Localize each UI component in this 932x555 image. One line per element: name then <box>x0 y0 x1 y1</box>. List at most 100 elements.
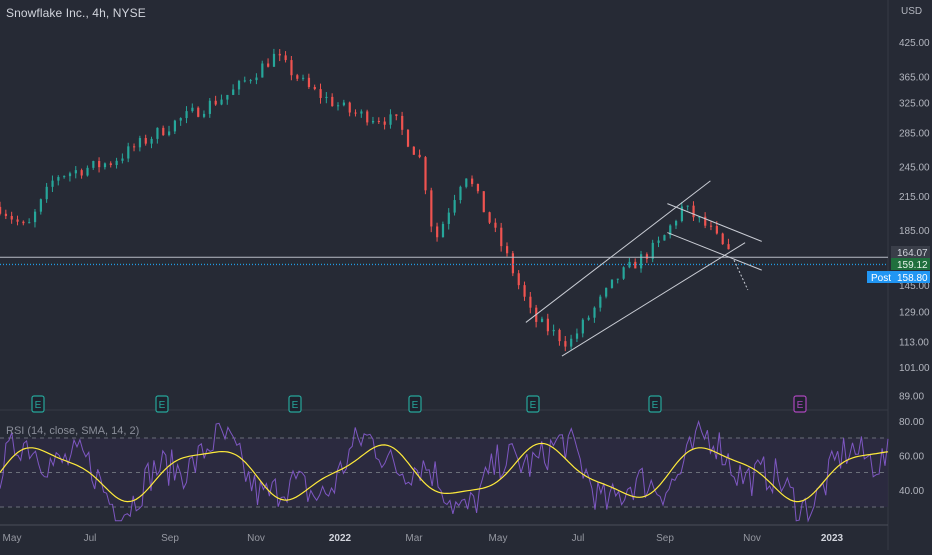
candle-body <box>57 177 60 181</box>
rsi-tick-label: 40.00 <box>899 486 924 497</box>
price-tick-label: 425.00 <box>899 38 930 49</box>
post-price-value: 158.80 <box>897 273 928 284</box>
candle-body <box>307 77 311 87</box>
candle-body <box>488 212 491 223</box>
candle-body <box>593 307 596 318</box>
hline-tag <box>891 246 930 258</box>
candle-body <box>179 118 182 121</box>
candle-body <box>552 329 555 332</box>
price-tick-label: 285.00 <box>899 128 930 139</box>
projection-arrow[interactable] <box>733 259 749 291</box>
post-label-tag <box>867 271 891 283</box>
candle-body <box>63 176 66 178</box>
candle-body <box>564 341 567 347</box>
flag-line[interactable] <box>667 203 762 242</box>
flag-line[interactable] <box>667 232 762 271</box>
candle-body <box>500 227 503 247</box>
candle-body <box>39 199 42 212</box>
candle-body <box>331 96 334 107</box>
candle-body <box>453 200 456 213</box>
candle-body <box>249 80 252 82</box>
earnings-label: E <box>797 400 804 411</box>
candle-body <box>92 161 95 168</box>
candle-body <box>401 115 404 130</box>
candle-body <box>220 99 223 105</box>
candle-body <box>441 223 445 238</box>
candle-body <box>575 333 579 339</box>
candle-body <box>704 216 707 226</box>
price-tick-label: 325.00 <box>899 99 930 110</box>
time-label: 2023 <box>821 533 844 544</box>
channel-line[interactable] <box>525 180 711 323</box>
candle-body <box>98 161 101 168</box>
candle-body <box>610 279 614 288</box>
candle-body <box>313 86 316 90</box>
candle-body <box>191 107 194 112</box>
earnings-icon[interactable] <box>288 395 302 413</box>
candle-body <box>267 63 270 67</box>
earnings-icon[interactable] <box>648 395 662 413</box>
candle-body <box>482 191 485 213</box>
earnings-icon[interactable] <box>408 395 422 413</box>
candle-body <box>680 206 684 222</box>
earnings-icon[interactable] <box>31 395 45 413</box>
candle-body <box>342 102 346 106</box>
candle-body <box>395 114 398 116</box>
rsi-title[interactable]: RSI (14, close, SMA, 14, 2) <box>6 425 140 437</box>
candle-body <box>605 287 608 297</box>
post-price-tag <box>891 271 930 283</box>
candle-body <box>529 296 532 308</box>
rsi-ma-line <box>0 442 889 503</box>
candle-body <box>640 254 643 269</box>
price-tick-label: 113.00 <box>899 338 929 349</box>
earnings-icon[interactable] <box>526 395 540 413</box>
earnings-label: E <box>159 400 166 411</box>
candle-body <box>33 211 37 223</box>
candle-body <box>476 183 480 192</box>
candle-body <box>465 178 468 187</box>
price-tick-label: 129.00 <box>899 308 930 319</box>
candle-body <box>162 127 165 136</box>
candle-body <box>173 120 177 132</box>
candles <box>0 48 730 352</box>
candle-body <box>202 113 206 117</box>
candle-body <box>28 222 31 224</box>
candle-body <box>302 77 305 79</box>
candle-body <box>412 146 415 155</box>
currency-label: USD <box>901 6 922 17</box>
candle-body <box>581 319 584 334</box>
candle-body <box>22 221 25 224</box>
hline-value: 164.07 <box>897 248 928 259</box>
candle-body <box>523 285 526 297</box>
candle-body <box>185 111 188 119</box>
earnings-icon[interactable] <box>793 395 807 413</box>
time-label: Nov <box>247 533 265 544</box>
candle-body <box>74 170 77 174</box>
candle-body <box>167 131 171 136</box>
channel-line[interactable] <box>561 242 746 357</box>
earnings-label: E <box>35 400 42 411</box>
candle-body <box>546 318 549 332</box>
candle-body <box>471 178 474 184</box>
candle-body <box>10 215 13 220</box>
candle-body <box>284 55 287 61</box>
candle-body <box>657 240 660 243</box>
candle-body <box>692 205 695 218</box>
candle-body <box>232 89 235 95</box>
price-tick-label: 365.00 <box>899 72 930 83</box>
earnings-icon[interactable] <box>155 395 169 413</box>
time-label: 2022 <box>329 533 352 544</box>
candle-body <box>133 146 136 148</box>
symbol-title[interactable]: Snowflake Inc., 4h, NYSE <box>6 6 146 20</box>
candle-body <box>261 63 264 78</box>
candle-body <box>366 111 369 123</box>
candle-body <box>634 261 637 269</box>
candle-body <box>436 226 439 238</box>
candle-body <box>622 267 625 279</box>
price-tick-label: 245.00 <box>899 163 930 174</box>
candle-body <box>628 261 631 268</box>
candle-body <box>494 222 497 228</box>
rsi-tick-label: 60.00 <box>899 451 924 462</box>
